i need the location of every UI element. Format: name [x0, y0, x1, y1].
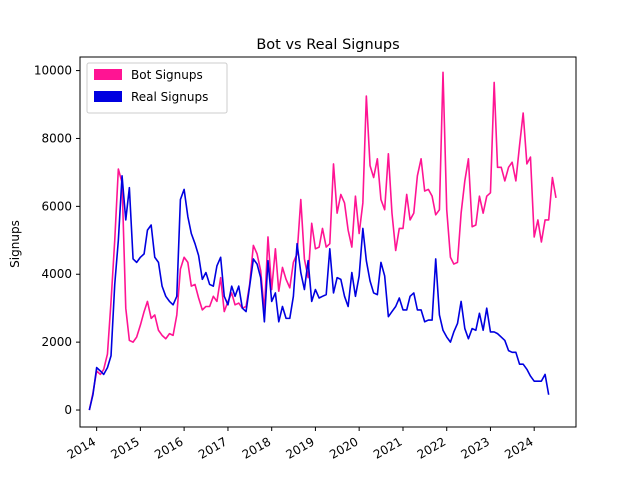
legend-label-real-signups: Real Signups [131, 90, 208, 104]
y-tick-label: 10000 [34, 64, 72, 78]
legend-swatch-bot-signups [94, 69, 122, 80]
chart-title: Bot vs Real Signups [256, 37, 399, 53]
series-layer [88, 71, 557, 411]
y-tick-label: 4000 [41, 267, 72, 281]
legend-swatch-real-signups [94, 91, 122, 102]
y-tick-label: 0 [64, 403, 72, 417]
y-axis-label: Signups [8, 220, 22, 268]
plot-frame [79, 56, 577, 428]
y-tick-label: 8000 [41, 131, 72, 145]
legend: Bot Signups Real Signups [86, 62, 228, 114]
series-line-bot-signups [88, 71, 557, 411]
y-tick-label: 2000 [41, 335, 72, 349]
y-tick-label: 6000 [41, 199, 72, 213]
series-line-real-signups [88, 175, 550, 411]
legend-label-bot-signups: Bot Signups [131, 68, 203, 82]
